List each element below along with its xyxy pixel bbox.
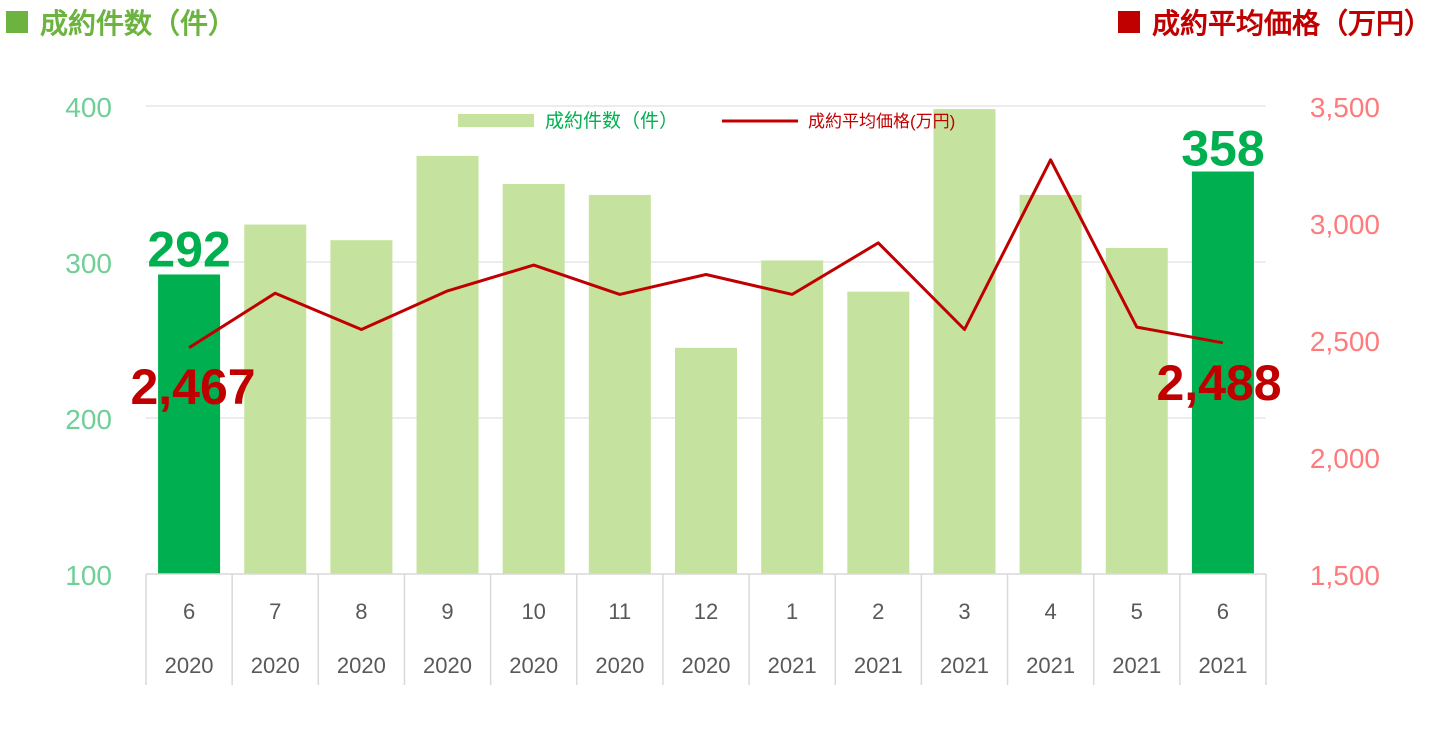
x-tick-month: 8 [355, 599, 367, 624]
right-axis-tick: 1,500 [1310, 560, 1380, 591]
bar-series [158, 109, 1254, 575]
bar [847, 291, 910, 574]
x-tick-month: 12 [694, 599, 718, 624]
green-square-icon [6, 11, 28, 33]
line-label-last: 2,488 [1156, 355, 1281, 411]
legend-label-bar: 成約件数（件） [545, 110, 678, 132]
x-tick-month: 11 [608, 599, 631, 624]
right-axis-tick: 3,500 [1310, 92, 1380, 123]
bar [675, 347, 737, 574]
bar [502, 184, 565, 574]
bar [761, 260, 824, 574]
right-axis-tick: 2,000 [1310, 443, 1380, 474]
left-axis-tick: 100 [65, 560, 112, 591]
bar [416, 155, 479, 575]
x-tick-year: 2020 [682, 653, 731, 678]
x-tick-year: 2020 [337, 653, 386, 678]
bar-label-last: 358 [1181, 121, 1264, 177]
x-tick-month: 4 [1044, 599, 1056, 624]
right-axis-title-text: 成約平均価格（万円） [1151, 7, 1432, 40]
right-axis-tick: 3,000 [1310, 209, 1380, 240]
x-tick-month: 6 [183, 599, 195, 624]
left-axis-tick: 400 [65, 92, 112, 123]
x-tick-year: 2020 [165, 653, 214, 678]
line-label-first: 2,467 [130, 359, 255, 415]
left-axis-title: 成約件数（件） [6, 2, 236, 42]
bar-highlight [1191, 171, 1254, 574]
x-tick-month: 2 [872, 599, 884, 624]
left-axis-tick: 200 [65, 404, 112, 435]
x-tick-year: 2021 [1198, 653, 1247, 678]
bar-highlight [158, 274, 221, 574]
x-tick-year: 2021 [768, 653, 817, 678]
right-axis-tick: 2,500 [1310, 326, 1380, 357]
bar-label-first: 292 [147, 221, 230, 277]
x-tick-month: 10 [521, 599, 545, 624]
left-axis-tick: 300 [65, 248, 112, 279]
legend-label-line: 成約平均価格(万円) [808, 112, 955, 131]
bar [330, 240, 393, 574]
legend: 成約件数（件） 成約平均価格(万円) [458, 110, 955, 132]
x-tick-year: 2020 [509, 653, 558, 678]
x-tick-month: 3 [958, 599, 970, 624]
bar [1105, 247, 1168, 574]
x-tick-month: 9 [441, 599, 453, 624]
bar [933, 109, 996, 575]
x-tick-year: 2021 [1026, 653, 1075, 678]
axes: 6202072020820209202010202011202012202012… [65, 92, 1380, 685]
x-tick-year: 2020 [251, 653, 300, 678]
bar [1019, 194, 1082, 575]
x-tick-year: 2020 [423, 653, 472, 678]
x-tick-month: 5 [1131, 599, 1143, 624]
x-tick-year: 2021 [940, 653, 989, 678]
price-line [188, 158, 1224, 349]
x-tick-month: 1 [786, 599, 798, 624]
x-tick-year: 2021 [1112, 653, 1161, 678]
right-axis-title: 成約平均価格（万円） [1117, 2, 1432, 42]
x-tick-month: 7 [269, 599, 281, 624]
x-tick-month: 6 [1217, 599, 1229, 624]
left-axis-title-text: 成約件数（件） [40, 7, 237, 40]
legend-swatch-bar [458, 114, 534, 127]
x-tick-year: 2021 [854, 653, 903, 678]
bar [588, 194, 651, 575]
line-series [188, 158, 1224, 349]
red-square-icon [1117, 11, 1140, 33]
annotations: 292 358 2,467 2,488 [130, 121, 1281, 415]
bar [244, 224, 307, 574]
x-tick-year: 2020 [595, 653, 644, 678]
